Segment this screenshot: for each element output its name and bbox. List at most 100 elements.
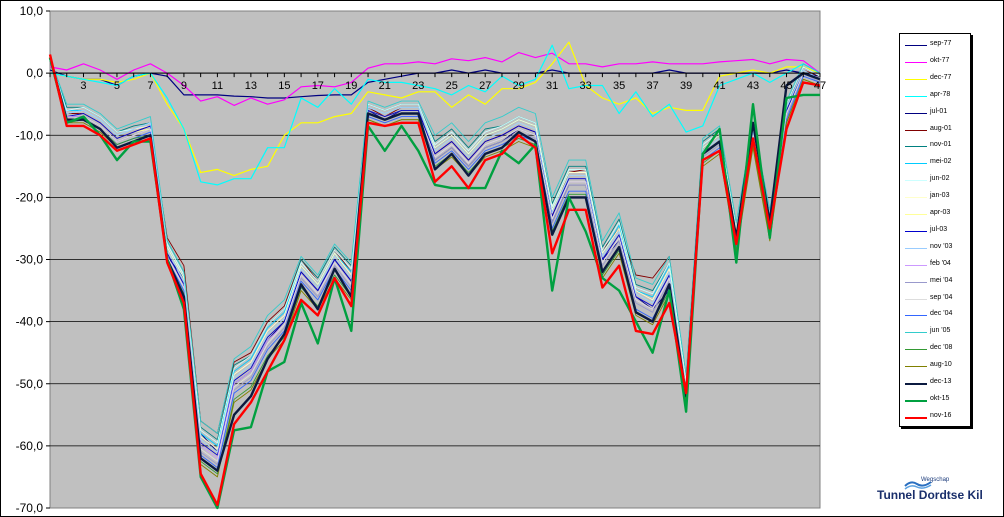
legend-item: dec '08 [905,343,969,357]
legend-swatch [905,61,927,63]
legend-swatch [905,95,927,97]
legend-swatch [905,45,927,46]
x-axis-ticks: 3 5 7 9 11 13 15 17 19 21 23 25 27 29 31 33 35 37 39 41 43 45… [80,80,826,92]
legend-label: aug-10 [930,361,952,369]
legend-item: dec-77 [905,73,969,87]
x-tick-label: 31 [546,80,558,92]
series-line-dec-77 [49,41,821,177]
x-tick-label: 45 [780,80,792,92]
legend-item: nov-01 [905,140,969,154]
legend-item: mei-02 [905,157,969,171]
series-line-jun-05 [49,57,821,434]
legend-item: jul-03 [905,225,969,239]
y-tick-label: -50,0 [16,377,44,391]
legend-item: feb '04 [905,259,969,273]
legend-item: sep-77 [905,39,969,53]
legend-item: aug-01 [905,124,969,138]
legend-label: apr-03 [930,209,951,216]
y-tick-label: -40,0 [16,315,44,329]
y-tick-label: 0,0 [26,66,43,80]
y-tick-label: -10,0 [16,128,44,142]
legend-swatch [905,366,927,368]
x-tick-label: 15 [278,80,290,92]
x-tick-label: 29 [513,80,525,92]
y-tick-label: -70,0 [16,501,44,515]
x-tick-label: 25 [446,80,458,92]
legend-item: jun '05 [905,326,969,340]
series-line-apr-78 [49,44,821,186]
x-tick-label: 27 [479,80,491,92]
legend-label: nov-01 [930,141,952,149]
legend-swatch [905,78,927,80]
y-tick-label: -30,0 [16,253,44,267]
series-line-nov-16 [48,54,821,507]
legend-item: mei '04 [905,276,969,290]
x-tick-label: 17 [312,80,324,92]
series-line-okt-77 [49,51,821,107]
x-tick-label: 9 [181,80,187,92]
legend-item: sep '04 [905,293,969,307]
legend-label: dec '04 [930,310,953,318]
legend-label: mei-02 [930,158,952,166]
x-tick-label: 23 [412,80,424,92]
logo-title: Tunnel Dordtse Kil [877,488,983,502]
legend-swatch [905,264,927,266]
x-tick-label: 13 [245,80,257,92]
legend-swatch [905,332,927,334]
legend-item: jul-01 [905,107,969,121]
legend-item: dec '04 [905,309,969,323]
x-tick-label: 47 [814,80,826,92]
legend-item: nov '03 [905,242,969,256]
legend-label: jan-03 [930,192,950,200]
x-tick-label: 41 [713,80,725,92]
legend-swatch [905,230,927,232]
logo-subtitle: Wegschap [921,477,950,483]
legend-label: okt-15 [930,394,950,402]
logo: Wegschap Tunnel Dordtse Kil [869,477,983,511]
legend-label: jun-02 [930,175,950,183]
legend-item: nov-16 [905,411,969,425]
legend-label: mei '04 [930,276,953,284]
x-tick-label: 37 [646,80,658,92]
legend-item: apr-78 [905,90,969,104]
x-tick-label: 39 [680,80,692,92]
x-tick-label: 3 [80,80,86,92]
legend-swatch [905,214,927,215]
y-axis-ticks: 10,0 0,0 -10,0 -20,0 -30,0 -40,0 -50,0 -60,0 -70… [16,4,50,515]
legend-label: sep '04 [930,293,953,301]
legend-label: nov-16 [930,411,952,419]
y-tick-label: -60,0 [16,439,44,453]
y-tick-label: -20,0 [16,190,44,204]
x-tick-label: 19 [345,80,357,92]
legend-label: dec-77 [930,73,952,81]
legend-swatch [905,383,927,385]
legend-swatch [905,315,927,317]
x-tick-label: 35 [613,80,625,92]
legend-label: aug-01 [930,124,952,132]
legend-item: okt-15 [905,394,969,408]
legend-label: apr-78 [930,90,951,98]
legend-label: feb '04 [930,259,951,267]
legend-label: sep-77 [930,40,952,47]
legend-swatch [905,399,927,402]
legend-item: apr-03 [905,208,969,222]
legend-swatch [905,197,927,199]
legend-item: dec-13 [905,377,969,391]
legend-swatch [905,416,927,419]
legend-swatch [905,129,927,131]
legend-item: jan-03 [905,191,969,205]
legend-label: okt-77 [930,56,950,64]
legend-swatch [905,112,927,114]
x-tick-label: 21 [379,80,391,92]
x-tick-label: 5 [114,80,120,92]
y-tick-label: 10,0 [20,4,44,18]
x-tick-label: 43 [747,80,759,92]
legend-swatch [905,180,927,182]
series-lines [48,41,821,510]
legend-swatch [905,247,927,249]
legend-swatch [905,281,927,283]
x-tick-label: 11 [212,80,223,92]
legend-swatch [905,298,927,300]
